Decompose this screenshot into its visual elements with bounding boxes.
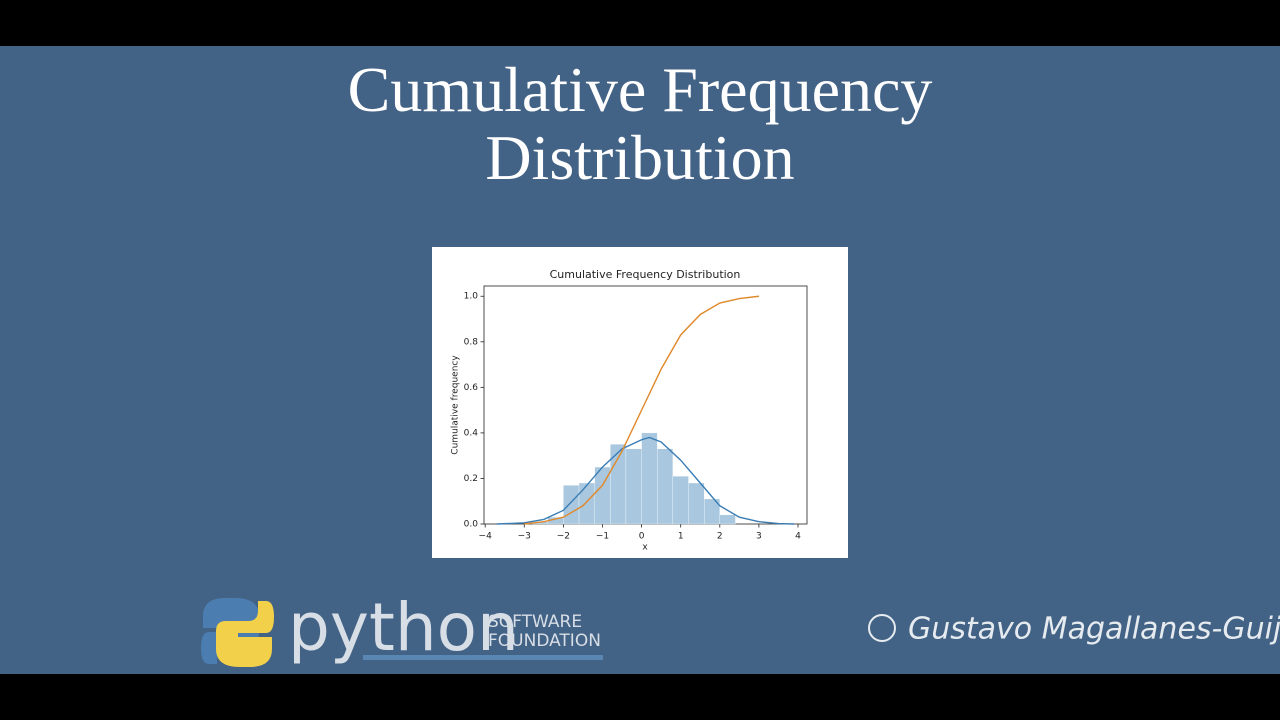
copyright-symbol [868, 614, 896, 642]
y-tick-label: 0.2 [464, 474, 478, 484]
x-tick-label: 1 [678, 532, 684, 542]
x-tick-label: −3 [518, 532, 531, 542]
logo-sub: SOFTWARE [488, 612, 582, 632]
line [524, 295, 759, 525]
slide-title: Cumulative Frequency Distribution [347, 54, 933, 193]
y-tick-label: 0.4 [464, 428, 479, 438]
bar [610, 444, 627, 525]
bar [563, 485, 580, 525]
x-axis-label: x [642, 543, 648, 553]
credit: Gustavo Magallanes-Guijón [908, 612, 1280, 647]
line [496, 436, 795, 525]
y-axis-label: Cumulative frequency [451, 355, 461, 455]
logo-word: python [288, 589, 519, 666]
bar [578, 482, 595, 525]
chart-title: Cumulative Frequency Distribution [550, 268, 741, 281]
bar [704, 498, 720, 525]
x-tick-label: −4 [479, 532, 493, 542]
bar [688, 482, 705, 525]
x-tick-label: −2 [557, 532, 570, 542]
y-tick-label: 0.6 [464, 383, 479, 393]
x-tick-label: 0 [639, 532, 645, 542]
y-tick-label: 0.8 [464, 337, 479, 347]
y-tick-label: 0.0 [464, 520, 479, 530]
x-tick-label: 3 [756, 532, 762, 542]
bar [657, 448, 674, 525]
bar [719, 514, 736, 525]
logo-underline [363, 655, 603, 660]
bar [641, 432, 658, 525]
x-tick-label: 2 [717, 532, 723, 542]
logo-sub: FOUNDATION [488, 631, 601, 651]
x-tick-label: −1 [596, 532, 609, 542]
python-logo-icon [201, 598, 274, 667]
bar [625, 448, 642, 525]
x-tick-label: 4 [795, 532, 801, 542]
y-tick-label: 1.0 [464, 292, 479, 302]
bar [672, 476, 689, 525]
